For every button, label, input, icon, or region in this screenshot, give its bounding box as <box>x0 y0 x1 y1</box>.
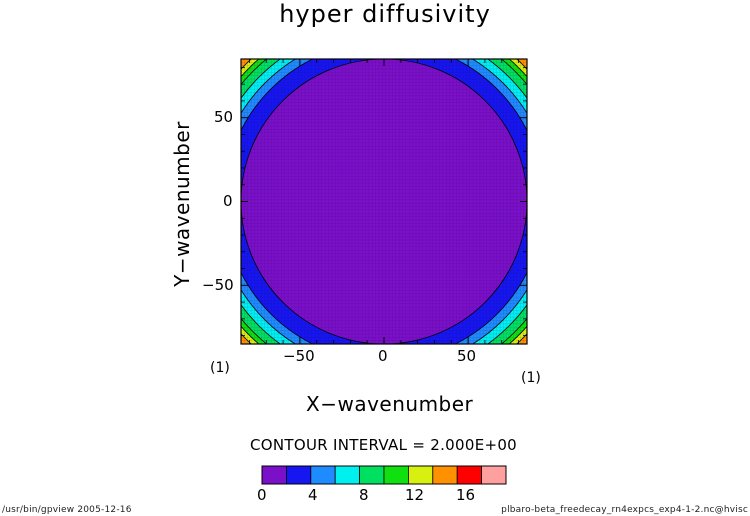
field-layer <box>241 59 527 344</box>
colorbar-tick-label-12: 12 <box>405 486 425 504</box>
footer-left: /usr/bin/gpview 2005-12-16 <box>2 505 132 515</box>
x-tick-label-0: 0 <box>378 347 388 365</box>
x-axis-label: X−wavenumber <box>306 392 474 416</box>
colorbar-swatch-5 <box>383 465 409 485</box>
colorbar-swatch-7 <box>432 465 458 485</box>
chart-title: hyper diffusivity <box>279 0 491 28</box>
contour-interval-label: CONTOUR INTERVAL = 2.000E+00 <box>250 436 518 454</box>
colorbar-swatch-2 <box>310 465 336 485</box>
colorbar <box>261 465 507 485</box>
colorbar-swatch-8 <box>456 465 483 485</box>
colorbar-tick-label-4: 4 <box>308 486 318 504</box>
colorbar-swatch-0 <box>261 465 287 485</box>
y-tick-label-neg50: −50 <box>202 276 234 294</box>
y-tick-label-0: 0 <box>223 192 233 210</box>
colorbar-swatch-1 <box>285 465 312 485</box>
contour-band-0 <box>241 59 527 344</box>
y-axis-label: Y−wavenumber <box>170 121 194 287</box>
y-tick-label-50: 50 <box>214 108 234 126</box>
y-axis-unit: (1) <box>210 360 230 376</box>
colorbar-tick-label-8: 8 <box>359 486 369 504</box>
x-axis-unit: (1) <box>521 370 541 386</box>
colorbar-swatch-4 <box>359 465 385 485</box>
x-tick-label-50: 50 <box>457 347 477 365</box>
colorbar-tick-label-16: 16 <box>456 486 476 504</box>
colorbar-frame <box>261 465 507 485</box>
colorbar-swatch-6 <box>407 465 434 485</box>
x-tick-label-neg50: −50 <box>283 347 315 365</box>
grid-lines <box>241 59 527 344</box>
axis-ticks <box>240 58 528 345</box>
colorbar-swatch-3 <box>334 465 361 485</box>
footer-right: plbaro-beta_freedecay_rn4expcs_exp4-1-2.… <box>501 505 748 515</box>
colorbar-swatch-9 <box>481 465 507 485</box>
colorbar-tick-label-0: 0 <box>257 486 267 504</box>
